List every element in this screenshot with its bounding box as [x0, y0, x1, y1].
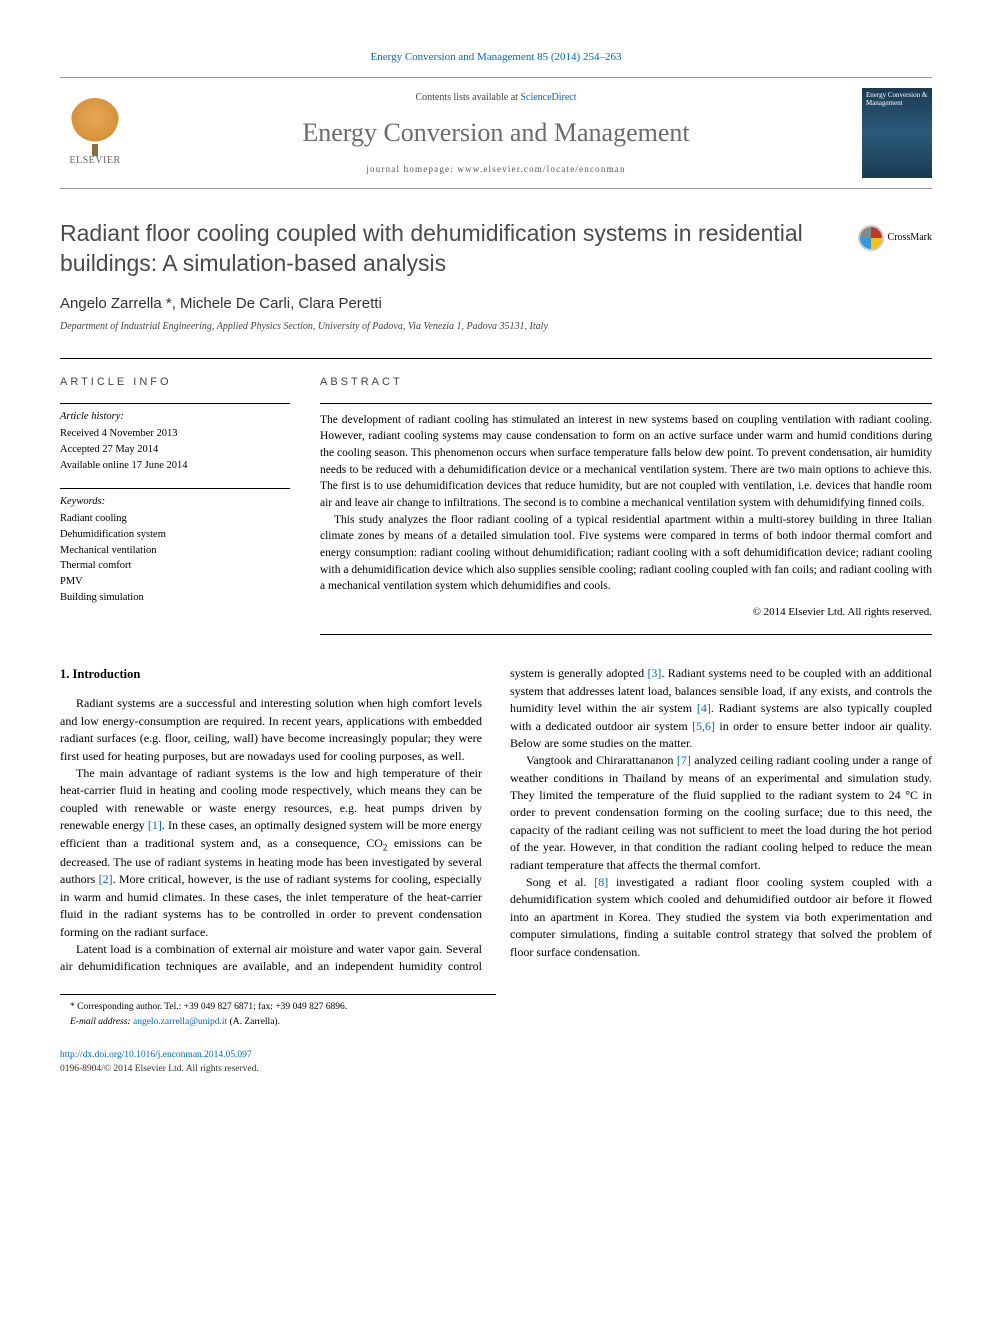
- contents-available-line: Contents lists available at ScienceDirec…: [130, 91, 862, 105]
- journal-cover-thumbnail: Energy Conversion & Management: [862, 88, 932, 178]
- masthead: ELSEVIER Contents lists available at Sci…: [60, 77, 932, 189]
- email-link[interactable]: angelo.zarrella@unipd.it: [133, 1017, 227, 1027]
- body-paragraph: The main advantage of radiant systems is…: [60, 765, 482, 941]
- affiliation: Department of Industrial Engineering, Ap…: [60, 320, 932, 334]
- corresponding-author-line: * Corresponding author. Tel.: +39 049 82…: [60, 1001, 496, 1014]
- body-paragraph: Song et al. [8] investigated a radiant f…: [510, 874, 932, 961]
- issn-copyright: 0196-8904/© 2014 Elsevier Ltd. All right…: [60, 1063, 932, 1076]
- reference-link[interactable]: [3]: [647, 666, 661, 680]
- header-citation: Energy Conversion and Management 85 (201…: [60, 50, 932, 65]
- body-text: analyzed ceiling radiant cooling under a…: [510, 753, 932, 871]
- crossmark-icon: [858, 225, 884, 251]
- reference-link[interactable]: [8]: [594, 875, 608, 889]
- reference-link[interactable]: [2]: [99, 872, 113, 886]
- article-info-column: ARTICLE INFO Article history: Received 4…: [60, 375, 290, 635]
- keyword: Radiant cooling: [60, 511, 290, 527]
- reference-link[interactable]: [4]: [697, 701, 711, 715]
- homepage-url[interactable]: www.elsevier.com/locate/enconman: [457, 164, 625, 174]
- sciencedirect-link[interactable]: ScienceDirect: [520, 92, 576, 103]
- article-title: Radiant floor cooling coupled with dehum…: [60, 219, 838, 279]
- abstract-paragraph: This study analyzes the floor radiant co…: [320, 512, 932, 595]
- keywords-heading: Keywords:: [60, 488, 290, 510]
- footer-bar: http://dx.doi.org/10.1016/j.enconman.201…: [60, 1049, 932, 1076]
- keyword: Building simulation: [60, 590, 290, 606]
- reference-link[interactable]: [7]: [677, 753, 691, 767]
- body-text: Song et al.: [526, 875, 594, 889]
- abstract-heading: ABSTRACT: [320, 375, 932, 390]
- section-heading-introduction: 1. Introduction: [60, 665, 482, 683]
- email-suffix: (A. Zarrella).: [227, 1017, 280, 1027]
- cover-title: Energy Conversion & Management: [866, 92, 928, 107]
- reference-link[interactable]: [1]: [148, 818, 162, 832]
- homepage-prefix: journal homepage:: [366, 164, 457, 174]
- corresponding-author-footnote: * Corresponding author. Tel.: +39 049 82…: [60, 994, 496, 1030]
- keyword: PMV: [60, 574, 290, 590]
- publisher-logo: ELSEVIER: [60, 93, 130, 173]
- body-text: . More critical, however, is the use of …: [60, 872, 482, 938]
- body-paragraph: Vangtook and Chirarattananon [7] analyze…: [510, 752, 932, 874]
- accepted-date: Accepted 27 May 2014: [60, 442, 290, 458]
- authors-line: Angelo Zarrella *, Michele De Carli, Cla…: [60, 293, 932, 314]
- authors-text: Angelo Zarrella *, Michele De Carli, Cla…: [60, 295, 382, 312]
- keyword: Thermal comfort: [60, 558, 290, 574]
- reference-link[interactable]: [5,6]: [692, 719, 715, 733]
- body-text-columns: 1. Introduction Radiant systems are a su…: [60, 665, 932, 975]
- doi-link[interactable]: http://dx.doi.org/10.1016/j.enconman.201…: [60, 1050, 252, 1060]
- online-date: Available online 17 June 2014: [60, 458, 290, 474]
- email-label: E-mail address:: [70, 1017, 133, 1027]
- received-date: Received 4 November 2013: [60, 426, 290, 442]
- keyword: Dehumidification system: [60, 527, 290, 543]
- contents-prefix: Contents lists available at: [415, 92, 520, 103]
- elsevier-tree-icon: [70, 98, 120, 148]
- crossmark-badge[interactable]: CrossMark: [858, 225, 932, 251]
- body-text: Vangtook and Chirarattananon: [526, 753, 677, 767]
- article-history-heading: Article history:: [60, 403, 290, 425]
- abstract-paragraph: The development of radiant cooling has s…: [320, 412, 932, 512]
- email-line: E-mail address: angelo.zarrella@unipd.it…: [60, 1016, 496, 1029]
- article-info-heading: ARTICLE INFO: [60, 375, 290, 390]
- journal-name: Energy Conversion and Management: [130, 115, 862, 151]
- body-paragraph: Radiant systems are a successful and int…: [60, 695, 482, 765]
- publisher-name: ELSEVIER: [69, 154, 120, 168]
- abstract-column: ABSTRACT The development of radiant cool…: [320, 375, 932, 635]
- keyword: Mechanical ventilation: [60, 543, 290, 559]
- crossmark-label: CrossMark: [888, 231, 932, 245]
- abstract-copyright: © 2014 Elsevier Ltd. All rights reserved…: [320, 605, 932, 620]
- journal-homepage-line: journal homepage: www.elsevier.com/locat…: [130, 163, 862, 176]
